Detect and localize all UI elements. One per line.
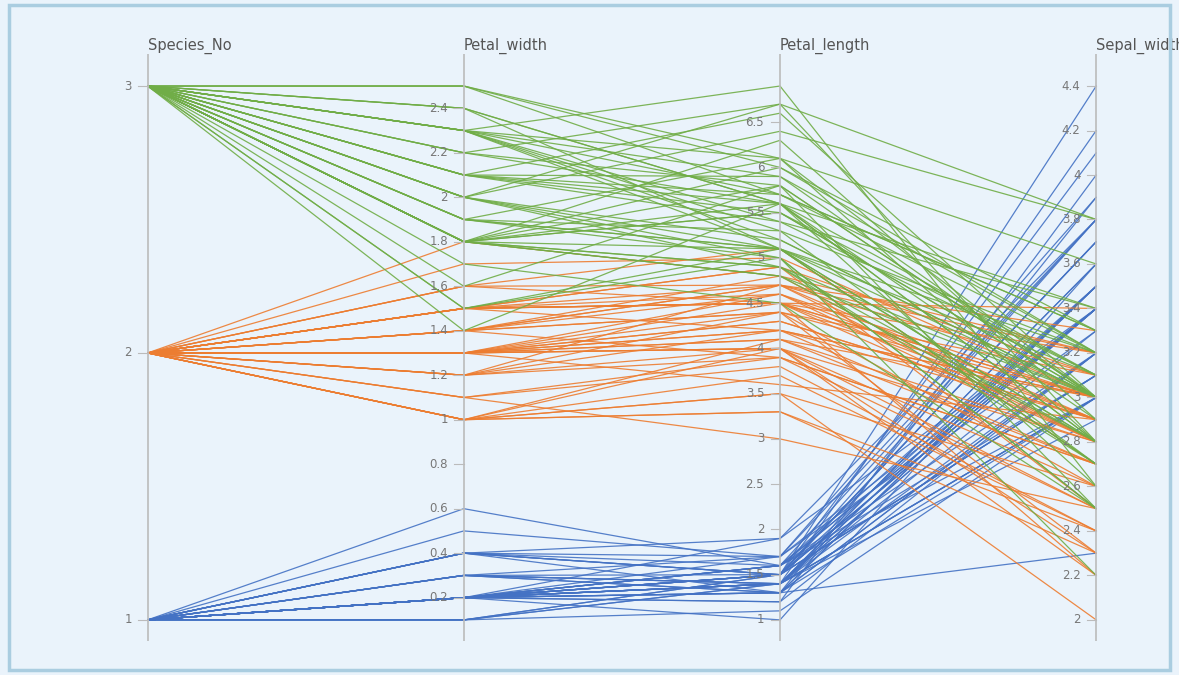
- Text: 3.4: 3.4: [1062, 302, 1080, 315]
- Text: 4: 4: [757, 342, 764, 355]
- Text: 5.5: 5.5: [745, 206, 764, 219]
- Text: 1.5: 1.5: [745, 568, 764, 581]
- Text: 2: 2: [757, 523, 764, 536]
- Text: 1.6: 1.6: [429, 279, 448, 293]
- Text: 2.4: 2.4: [1061, 524, 1080, 537]
- Text: 2.8: 2.8: [1062, 435, 1080, 448]
- Text: 4.4: 4.4: [1061, 80, 1080, 92]
- Text: 0.2: 0.2: [429, 591, 448, 604]
- Text: 0.8: 0.8: [429, 458, 448, 470]
- Text: 1: 1: [441, 413, 448, 426]
- Text: 3.8: 3.8: [1062, 213, 1080, 226]
- Text: 1.4: 1.4: [429, 324, 448, 338]
- Text: 2.6: 2.6: [1061, 480, 1080, 493]
- Text: 3: 3: [1073, 391, 1080, 404]
- Text: 4.2: 4.2: [1061, 124, 1080, 137]
- Text: Sepal_width: Sepal_width: [1096, 38, 1179, 54]
- Text: 3: 3: [125, 80, 132, 92]
- Text: 4.5: 4.5: [745, 297, 764, 310]
- Text: 2: 2: [1073, 614, 1080, 626]
- Text: Petal_width: Petal_width: [463, 38, 548, 54]
- Text: 1.2: 1.2: [429, 369, 448, 381]
- Text: 1: 1: [124, 614, 132, 626]
- Text: 5: 5: [757, 252, 764, 265]
- Text: 6.5: 6.5: [745, 115, 764, 129]
- Text: 3.5: 3.5: [745, 387, 764, 400]
- Text: 2.4: 2.4: [429, 102, 448, 115]
- Text: 2: 2: [441, 191, 448, 204]
- Text: 2.2: 2.2: [1061, 569, 1080, 582]
- Text: 4: 4: [1073, 169, 1080, 182]
- Text: Species_No: Species_No: [147, 38, 231, 54]
- Text: 2: 2: [124, 346, 132, 360]
- Text: 0.6: 0.6: [429, 502, 448, 515]
- Text: 6: 6: [757, 161, 764, 174]
- Text: 0.4: 0.4: [429, 547, 448, 560]
- Text: 3: 3: [757, 433, 764, 446]
- Text: 1.8: 1.8: [429, 236, 448, 248]
- Text: 2.5: 2.5: [745, 478, 764, 491]
- Text: Petal_length: Petal_length: [780, 38, 870, 54]
- Text: 2.2: 2.2: [429, 146, 448, 159]
- Text: 3.2: 3.2: [1062, 346, 1080, 360]
- Text: 3.6: 3.6: [1062, 257, 1080, 271]
- Text: 1: 1: [757, 614, 764, 626]
